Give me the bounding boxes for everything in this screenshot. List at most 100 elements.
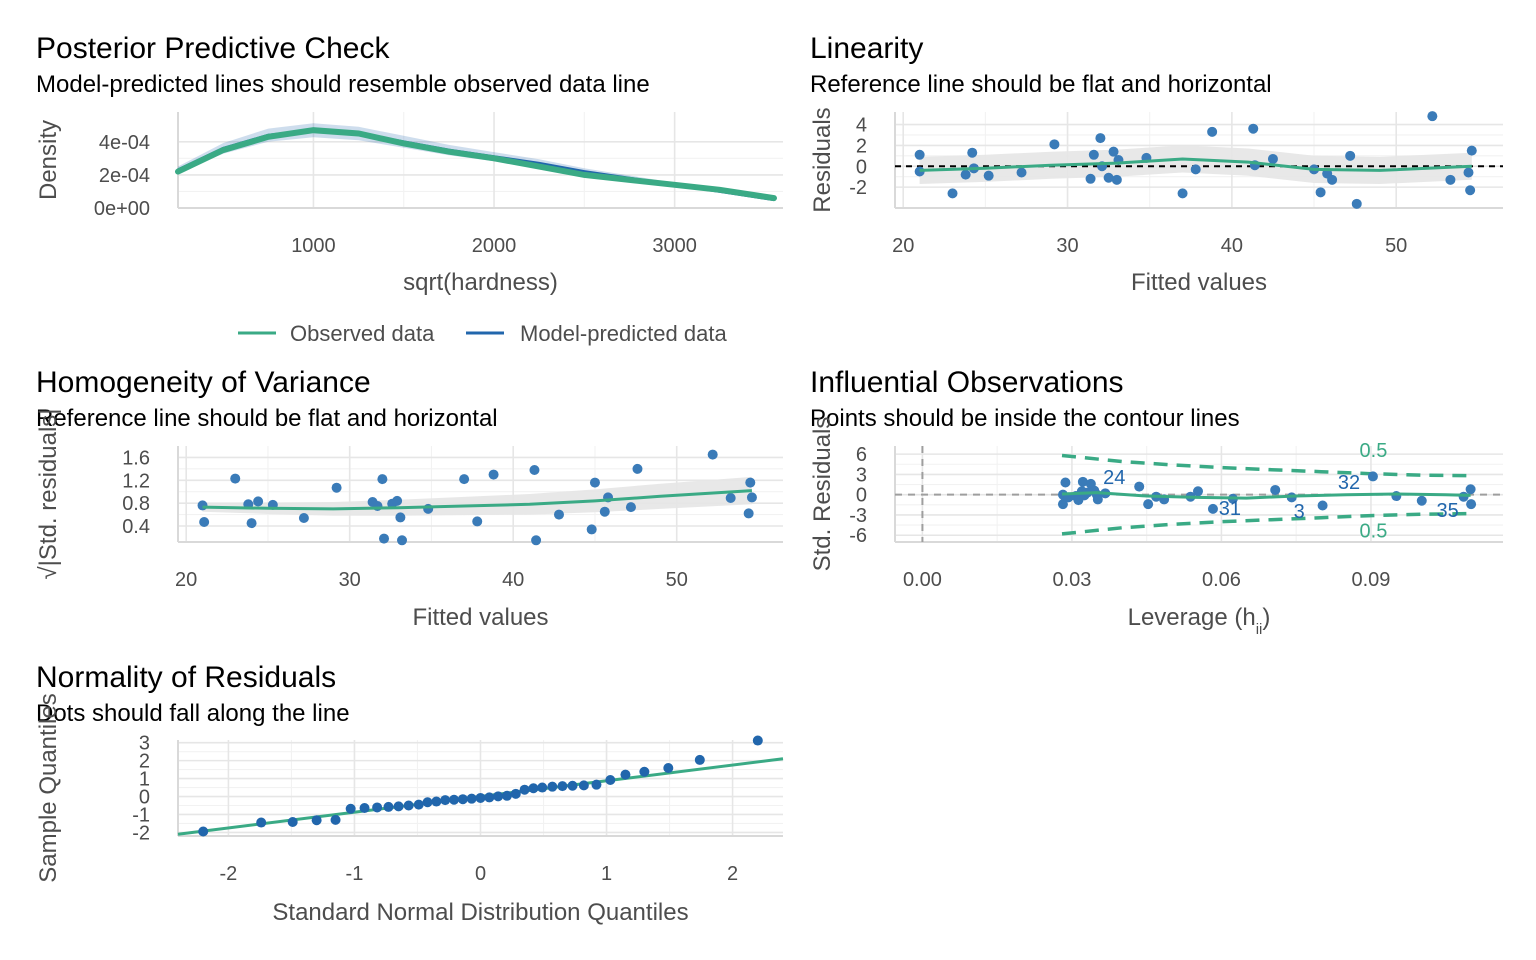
x-axis-label: Fitted values	[412, 604, 548, 631]
qq-point	[345, 803, 356, 814]
x-tick-label: 0.06	[1202, 569, 1241, 591]
data-point	[1111, 174, 1122, 185]
y-tick-label: 0e+00	[94, 198, 150, 220]
data-point	[199, 517, 210, 527]
qq-point	[620, 769, 631, 780]
observation-label: 24	[1103, 467, 1125, 489]
data-point	[914, 149, 925, 160]
data-point	[947, 188, 958, 199]
data-point	[1466, 145, 1477, 156]
panel-subtitle: Reference line should be flat and horizo…	[810, 71, 1272, 98]
qq-point	[311, 815, 322, 826]
data-point	[1057, 499, 1068, 510]
data-point	[1465, 185, 1476, 196]
y-tick-label: 2	[139, 751, 150, 773]
ppc-legend: Observed data Model-predicted data	[238, 321, 727, 346]
qq-point	[330, 814, 341, 825]
data-point	[1177, 188, 1188, 199]
qq-point	[287, 817, 298, 828]
panel-subtitle: Dots should fall along the line	[36, 700, 350, 727]
qq-point	[431, 796, 442, 807]
data-point	[1085, 173, 1096, 184]
smooth-line	[919, 157, 1472, 172]
data-point	[1445, 174, 1456, 185]
qq-point	[449, 794, 460, 805]
y-tick-label: 6	[856, 444, 867, 466]
data-point	[1103, 172, 1114, 183]
x-tick-label: 0.09	[1351, 569, 1390, 591]
qq-point	[475, 792, 486, 803]
x-tick-label: 0	[475, 863, 486, 885]
x-tick-label: 30	[1056, 235, 1078, 257]
smooth-line	[1061, 491, 1471, 500]
x-tick-label: 2000	[472, 235, 517, 257]
data-point	[1077, 476, 1088, 487]
data-point	[1095, 133, 1106, 144]
data-point	[1016, 167, 1027, 178]
x-axis-label: Leverage (hii)	[1128, 604, 1271, 638]
y-tick-label: 1.2	[122, 470, 150, 492]
cook-contour-upper	[1061, 453, 1471, 478]
data-point	[1367, 471, 1378, 482]
data-point	[1193, 486, 1204, 497]
data-point	[1088, 149, 1099, 160]
x-axis-label: Fitted values	[1131, 269, 1267, 296]
panel-subtitle: Model-predicted lines should resemble ob…	[36, 71, 650, 98]
qq-point	[493, 791, 504, 802]
data-point	[1049, 139, 1060, 150]
panel-title: Posterior Predictive Check	[36, 32, 390, 65]
data-point	[1134, 481, 1145, 492]
data-point	[960, 169, 971, 180]
data-point	[983, 170, 994, 181]
data-point	[725, 493, 736, 503]
contour-label-upper: 0.5	[1360, 440, 1388, 462]
data-point	[599, 506, 610, 517]
data-point	[745, 477, 756, 488]
y-axis-label: Sample Quantiles	[35, 693, 62, 882]
data-point	[1427, 111, 1438, 122]
y-tick-label: -2	[132, 822, 150, 844]
y-tick-label: 3	[856, 464, 867, 486]
qq-point	[403, 800, 414, 811]
x-axis-label: sqrt(hardness)	[403, 269, 558, 296]
y-tick-label: 2	[856, 135, 867, 157]
qq-point	[639, 766, 650, 777]
data-point	[459, 474, 470, 485]
data-point	[1267, 153, 1278, 164]
qq-point	[484, 792, 495, 803]
data-point	[1317, 500, 1328, 511]
y-axis-label: √|Std. residuals|	[35, 408, 62, 579]
qq-point	[578, 780, 589, 791]
data-point	[586, 524, 597, 535]
data-point	[397, 535, 408, 546]
data-point	[230, 473, 241, 484]
data-point	[1092, 494, 1103, 505]
data-point	[531, 535, 542, 546]
panel-homogeneity-of-variance: 20 30 40 50 0.40.81.21.6 Homogeneity of Varia…	[35, 366, 783, 631]
qq-point	[457, 794, 468, 805]
qq-point	[752, 735, 763, 746]
y-axis-label: Std. Residuals	[809, 417, 836, 572]
observation-label: 3	[1294, 501, 1305, 523]
data-point	[1315, 187, 1326, 198]
data-point	[1143, 499, 1154, 510]
x-tick-label: 30	[339, 569, 361, 591]
qq-point	[537, 782, 548, 793]
data-point	[1207, 126, 1218, 137]
data-point	[395, 512, 406, 523]
y-tick-label: 0.8	[122, 493, 150, 515]
x-tick-label: 20	[892, 235, 914, 257]
x-tick-label: 2	[727, 863, 738, 885]
data-point	[377, 474, 388, 485]
data-point	[967, 147, 978, 158]
data-point	[746, 492, 757, 503]
qq-point	[359, 803, 370, 814]
data-point	[707, 449, 718, 460]
data-point	[488, 469, 499, 480]
data-point	[589, 477, 600, 488]
panel-subtitle: Points should be inside the contour line…	[810, 405, 1240, 432]
qq-point	[591, 779, 602, 790]
y-tick-label: 0	[856, 485, 867, 507]
data-point	[625, 502, 636, 513]
